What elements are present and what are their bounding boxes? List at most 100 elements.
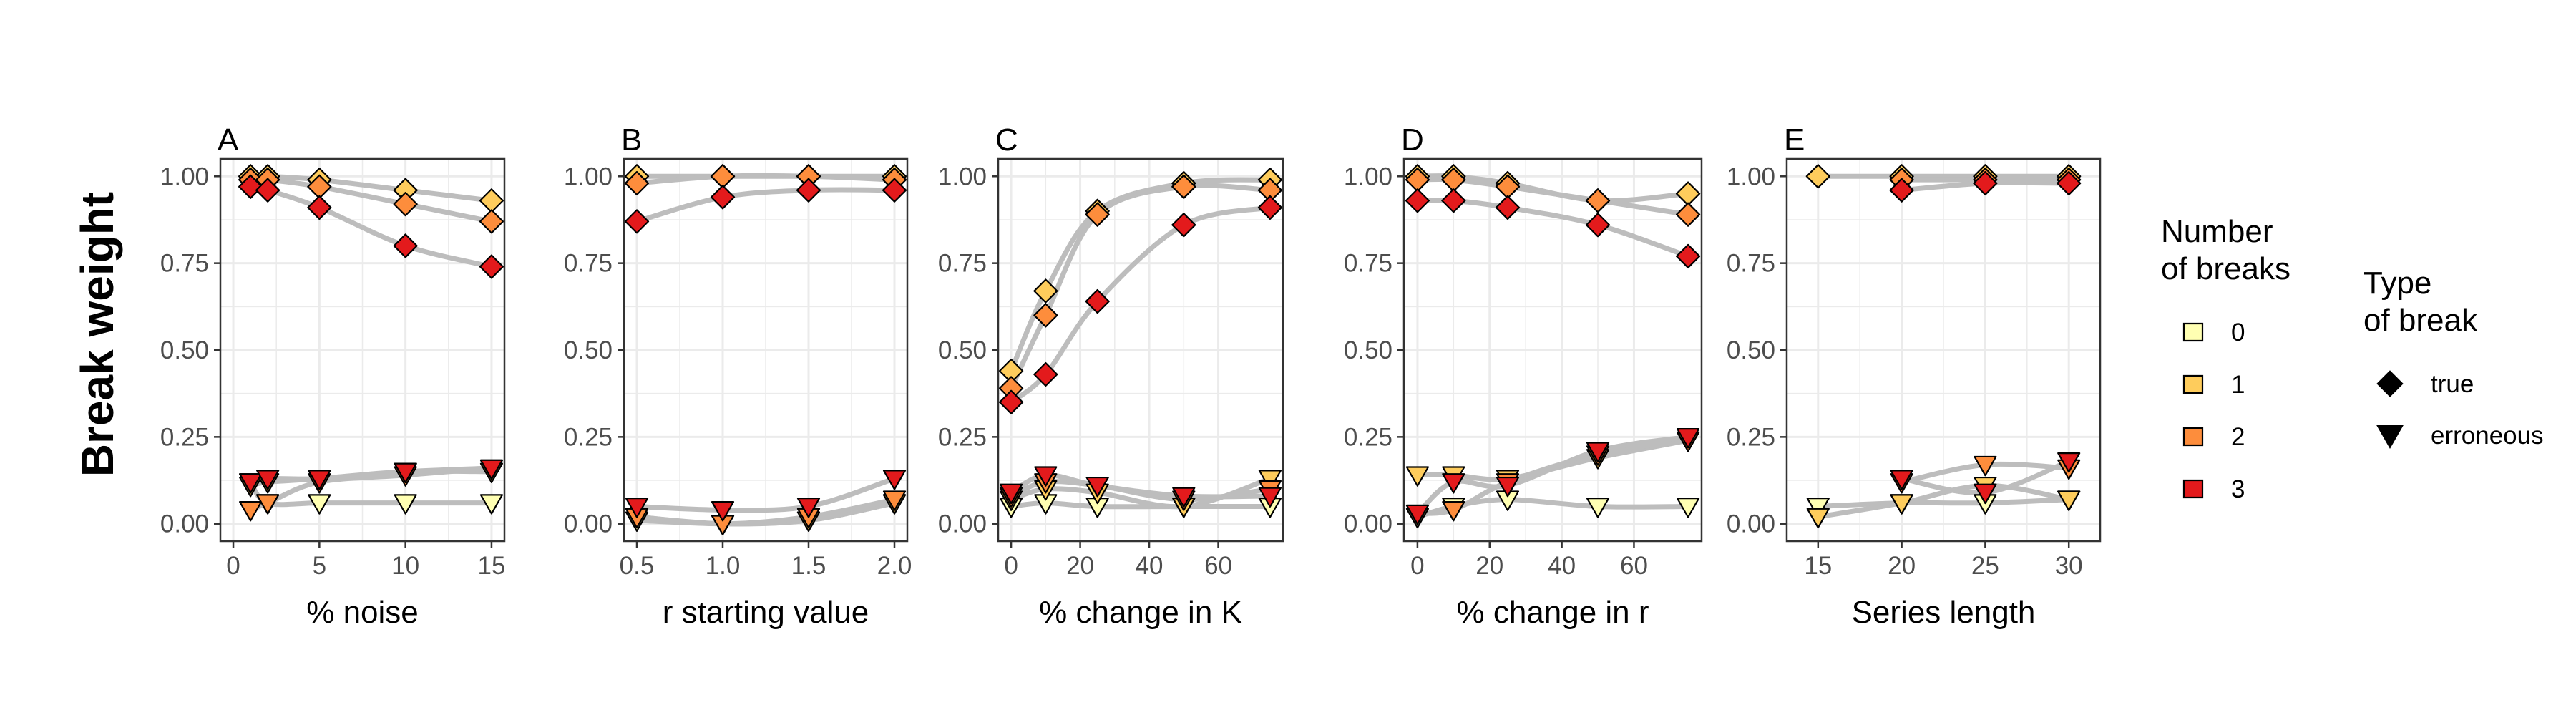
x-tick-label: 1.0 xyxy=(706,552,741,580)
x-tick-label: 0 xyxy=(226,552,240,580)
y-tick-label: 0.50 xyxy=(160,336,209,364)
erroneous-break-point-3 xyxy=(239,473,263,494)
y-tick-label: 0.25 xyxy=(564,423,613,451)
trend-line xyxy=(634,187,897,224)
x-tick-label: 2.0 xyxy=(877,552,912,580)
x-tick-label: 0.5 xyxy=(620,552,655,580)
erroneous-break-point-3 xyxy=(1172,487,1196,508)
true-break-point-2 xyxy=(1171,174,1196,199)
x-tick-label: 20 xyxy=(1066,552,1094,580)
x-tick-label: 1.5 xyxy=(791,552,826,580)
erroneous-break-point-0 xyxy=(479,494,504,515)
erroneous-break-point-3 xyxy=(1586,442,1610,462)
triangle-down-icon xyxy=(2376,425,2404,450)
erroneous-break-point-3 xyxy=(1974,483,1997,505)
erroneous-break-point-2 xyxy=(256,494,280,515)
x-tick-label: 0 xyxy=(1410,552,1424,580)
trend-line xyxy=(634,497,897,527)
erroneous-break-point-1 xyxy=(2057,490,2081,511)
panel-letter: B xyxy=(621,122,642,157)
true-break-point-2 xyxy=(479,209,504,234)
true-break-point-2 xyxy=(393,192,418,217)
erroneous-break-point-0 xyxy=(1586,498,1610,518)
erroneous-break-point-3 xyxy=(1258,487,1282,508)
y-tick-label: 0.50 xyxy=(564,336,613,364)
y-tick-label: 0.25 xyxy=(938,423,987,451)
y-tick-label: 0.00 xyxy=(160,510,209,538)
x-tick-label: 40 xyxy=(1548,552,1576,580)
true-break-point-3 xyxy=(393,233,418,258)
y-tick-label: 1.00 xyxy=(1344,162,1392,190)
true-break-point-3 xyxy=(238,174,263,199)
true-break-point-3 xyxy=(882,178,907,203)
true-break-point-3 xyxy=(1405,188,1430,213)
legend-swatch xyxy=(2182,427,2204,447)
x-tick-label: 40 xyxy=(1136,552,1163,580)
x-axis-title: r starting value xyxy=(663,595,869,630)
legend-label: 0 xyxy=(2231,319,2245,346)
erroneous-break-point-3 xyxy=(1405,504,1430,525)
trend-line xyxy=(1815,482,2072,520)
legend-swatch xyxy=(2182,479,2204,499)
legend-title: Number xyxy=(2161,214,2273,249)
erroneous-break-point-0 xyxy=(308,494,331,515)
legend-label: 1 xyxy=(2231,371,2245,399)
y-tick-label: 0.50 xyxy=(938,336,987,364)
diamond-icon xyxy=(2376,370,2404,397)
y-tick-label: 0.75 xyxy=(938,250,987,278)
panel-a: 0.00 0.25 0.50 0.75 1.00 0 5 10 15 % noise A xyxy=(160,122,506,630)
trend-line xyxy=(634,173,897,186)
legend-label: true xyxy=(2431,370,2474,398)
true-break-point-2 xyxy=(1585,188,1611,213)
y-tick-label: 0.50 xyxy=(1727,336,1775,364)
true-break-point-3 xyxy=(2057,170,2082,196)
panel-d: 0.00 0.25 0.50 0.75 1.00 0 20 40 60 % change in r… xyxy=(1344,122,1703,630)
x-tick-label: 20 xyxy=(1888,552,1916,580)
y-tick-label: 1.00 xyxy=(160,162,209,190)
true-break-point-3 xyxy=(1585,213,1611,238)
panels: 0.000.250.500.751.000 5 10 15% noiseA0.000.… xyxy=(160,122,2102,630)
true-break-point-3 xyxy=(1441,188,1466,213)
legend-title: Type xyxy=(2363,266,2431,301)
y-tick-label: 0.00 xyxy=(1727,510,1775,538)
x-tick-label: 15 xyxy=(1804,552,1832,580)
erroneous-break-point-3 xyxy=(479,459,504,480)
y-tick-label: 1.00 xyxy=(1727,162,1775,190)
y-tick-label: 1.00 xyxy=(938,162,987,190)
true-break-point-3 xyxy=(1495,195,1521,220)
panel-letter: C xyxy=(995,122,1018,157)
erroneous-break-point-3 xyxy=(2057,452,2081,473)
panel-letter: D xyxy=(1401,122,1424,157)
erroneous-break-point-3 xyxy=(625,498,649,518)
true-break-point-3 xyxy=(479,254,504,279)
erroneous-break-point-1 xyxy=(1806,508,1830,529)
y-tick-label: 0.25 xyxy=(1727,423,1775,451)
true-break-point-3 xyxy=(998,389,1024,414)
erroneous-break-point-2 xyxy=(239,500,263,522)
true-break-point-3 xyxy=(307,195,332,220)
y-tick-label: 0.00 xyxy=(938,510,987,538)
x-axis-title: % change in K xyxy=(1039,595,1242,630)
y-tick-label: 0.00 xyxy=(564,510,613,538)
x-axis-title: % change in r xyxy=(1456,595,1649,630)
panel-e: 0.00 0.25 0.50 0.75 1.00 15 20 25 30 Series lengt… xyxy=(1727,122,2102,630)
x-tick-label: 25 xyxy=(1971,552,1999,580)
legend-title: of break xyxy=(2363,303,2478,338)
legend-label: erroneous xyxy=(2431,422,2544,450)
x-tick-label: 0 xyxy=(1004,552,1018,580)
erroneous-break-point-0 xyxy=(1806,498,1830,518)
gridlines xyxy=(998,159,1283,541)
trend-line xyxy=(634,476,897,513)
erroneous-break-point-0 xyxy=(394,494,417,515)
erroneous-break-point-3 xyxy=(1890,470,1913,490)
y-tick-label: 0.75 xyxy=(564,250,613,278)
true-break-point-3 xyxy=(710,185,736,210)
erroneous-break-point-3 xyxy=(1496,476,1520,498)
erroneous-break-point-3 xyxy=(1442,473,1465,494)
true-break-point-3 xyxy=(255,178,280,203)
x-tick-label: 10 xyxy=(391,552,419,580)
